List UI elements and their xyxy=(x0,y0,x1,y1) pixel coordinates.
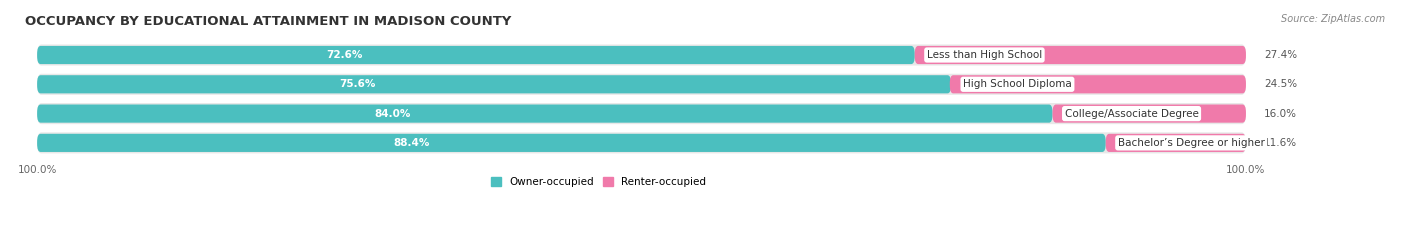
FancyBboxPatch shape xyxy=(37,132,1246,153)
Text: 88.4%: 88.4% xyxy=(392,138,429,148)
Text: Bachelor’s Degree or higher: Bachelor’s Degree or higher xyxy=(1118,138,1264,148)
Text: 11.6%: 11.6% xyxy=(1264,138,1298,148)
Text: High School Diploma: High School Diploma xyxy=(963,79,1071,89)
Text: Source: ZipAtlas.com: Source: ZipAtlas.com xyxy=(1281,14,1385,24)
FancyBboxPatch shape xyxy=(915,46,1246,64)
FancyBboxPatch shape xyxy=(950,75,1246,93)
Text: OCCUPANCY BY EDUCATIONAL ATTAINMENT IN MADISON COUNTY: OCCUPANCY BY EDUCATIONAL ATTAINMENT IN M… xyxy=(25,15,512,28)
FancyBboxPatch shape xyxy=(1053,105,1246,123)
Text: 84.0%: 84.0% xyxy=(374,109,411,119)
Text: 75.6%: 75.6% xyxy=(339,79,375,89)
Text: 24.5%: 24.5% xyxy=(1264,79,1298,89)
FancyBboxPatch shape xyxy=(37,105,1053,123)
FancyBboxPatch shape xyxy=(1105,134,1246,152)
FancyBboxPatch shape xyxy=(37,74,1246,95)
FancyBboxPatch shape xyxy=(37,46,915,64)
Text: College/Associate Degree: College/Associate Degree xyxy=(1064,109,1198,119)
Text: 72.6%: 72.6% xyxy=(326,50,363,60)
Text: 27.4%: 27.4% xyxy=(1264,50,1298,60)
FancyBboxPatch shape xyxy=(37,45,1246,65)
FancyBboxPatch shape xyxy=(37,103,1246,124)
Text: Less than High School: Less than High School xyxy=(927,50,1042,60)
FancyBboxPatch shape xyxy=(37,134,1105,152)
Legend: Owner-occupied, Renter-occupied: Owner-occupied, Renter-occupied xyxy=(491,177,706,187)
Text: 16.0%: 16.0% xyxy=(1264,109,1298,119)
FancyBboxPatch shape xyxy=(37,75,950,93)
